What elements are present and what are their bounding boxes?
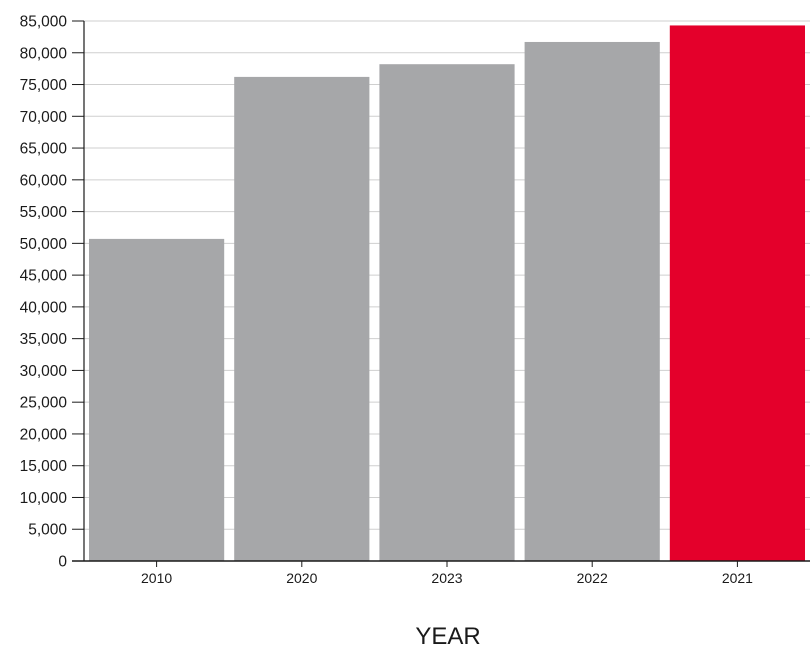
x-tick-label: 2010 xyxy=(141,570,172,586)
y-tick-label: 0 xyxy=(58,554,67,571)
x-tick-labels: 2010 2020 2023 2022 2021 xyxy=(141,570,753,586)
y-tick-label: 35,000 xyxy=(20,331,68,348)
bar-2021 xyxy=(669,25,805,561)
y-tick-label: 80,000 xyxy=(20,45,68,62)
y-tick-label: 45,000 xyxy=(20,268,68,285)
x-tick-label: 2022 xyxy=(577,570,608,586)
y-tick-label: 40,000 xyxy=(20,299,68,316)
y-tick-labels: 0 5,000 10,000 15,000 20,000 25,000 30,000 35,0… xyxy=(20,14,68,571)
bars xyxy=(89,25,805,561)
y-tick-label: 5,000 xyxy=(28,522,67,539)
bar-2022 xyxy=(524,41,660,561)
x-tick-label: 2021 xyxy=(722,570,753,586)
y-tick-label: 60,000 xyxy=(20,172,68,189)
x-tick-label: 2020 xyxy=(286,570,317,586)
bar-2020 xyxy=(234,76,370,561)
y-tick-label: 75,000 xyxy=(20,77,68,94)
y-tick-label: 55,000 xyxy=(20,204,68,221)
y-tick-label: 30,000 xyxy=(20,363,68,380)
bar-2010 xyxy=(89,238,225,561)
y-tick-label: 10,000 xyxy=(20,490,68,507)
y-tick-label: 25,000 xyxy=(20,395,68,412)
x-axis-title: YEAR xyxy=(415,623,480,650)
y-tick-label: 15,000 xyxy=(20,458,68,475)
y-tick-label: 65,000 xyxy=(20,141,68,158)
y-tick-label: 20,000 xyxy=(20,426,68,443)
bar-2023 xyxy=(379,64,515,561)
y-tick-label: 50,000 xyxy=(20,236,68,253)
y-tick-label: 70,000 xyxy=(20,109,68,126)
x-tick-label: 2023 xyxy=(431,570,462,586)
axes xyxy=(72,20,810,567)
y-tick-label: 85,000 xyxy=(20,14,68,31)
